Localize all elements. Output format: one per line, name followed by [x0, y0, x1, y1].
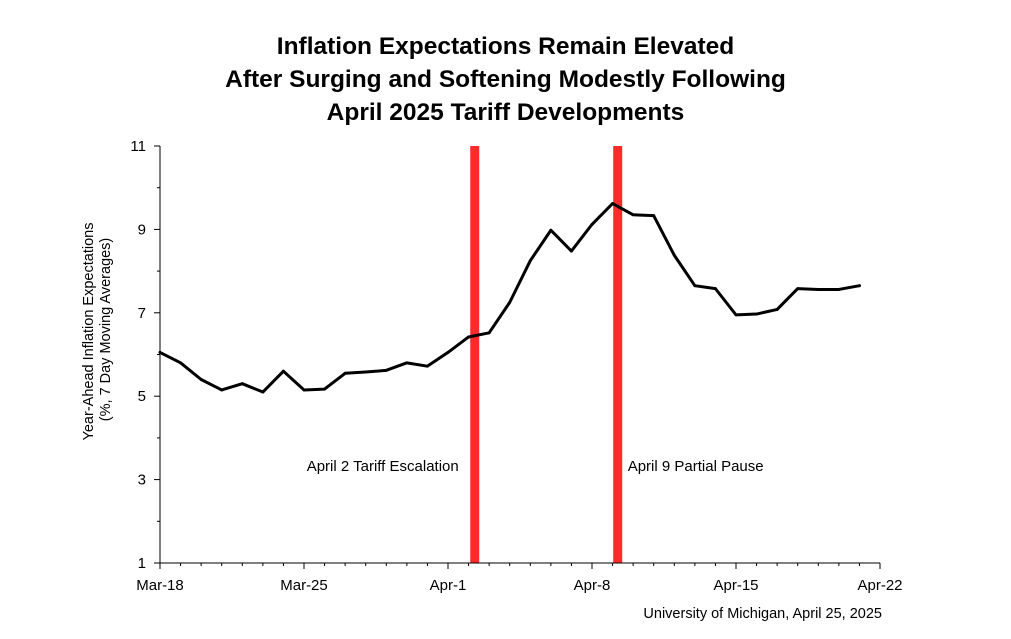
data-point	[261, 390, 265, 394]
data-point	[323, 387, 326, 391]
title-line-1: Inflation Expectations Remain Elevated	[276, 33, 735, 60]
data-point	[426, 364, 429, 368]
data-point	[652, 214, 656, 218]
x-tick-label: Apr-15	[713, 577, 758, 594]
data-point	[528, 259, 532, 263]
y-tick-label: 9	[138, 221, 146, 238]
data-point	[714, 287, 717, 291]
data-point	[302, 388, 306, 392]
title-line-2: After Surging and Softening Modestly Fol…	[225, 66, 786, 93]
data-point	[343, 371, 347, 375]
data-point	[282, 369, 285, 373]
axes	[154, 145, 881, 569]
data-point	[384, 368, 388, 372]
source-note: University of Michigan, April 25, 2025	[643, 606, 882, 622]
data-point	[631, 213, 635, 217]
x-tick-label: Mar-18	[136, 577, 184, 594]
data-point	[179, 361, 182, 365]
x-tick-label: Mar-25	[280, 577, 328, 594]
event-bar-2	[613, 146, 623, 563]
data-point	[755, 312, 758, 316]
event-label-2: April 9 Partial Pause	[628, 458, 764, 475]
y-tick-label: 7	[138, 305, 146, 322]
data-point	[693, 284, 697, 288]
event-bar-1	[470, 146, 480, 563]
data-point	[837, 288, 841, 291]
data-point	[549, 228, 553, 232]
data-point	[240, 382, 244, 386]
y-tick-label: 5	[138, 388, 146, 405]
data-point	[364, 370, 368, 374]
data-point	[570, 249, 573, 253]
tick-labels: 1 3 5 7 9 11 Mar-18 Mar-25 Apr-1 Apr-8 Apr-15 Apr-2…	[130, 138, 902, 594]
data-point	[199, 378, 203, 381]
data-point	[487, 331, 491, 335]
title-line-3: April 2025 Tariff Developments	[326, 99, 685, 126]
data-point	[734, 313, 738, 317]
data-point	[858, 284, 861, 288]
y-axis-label-line-1: Year-Ahead Inflation Expectations	[81, 223, 97, 441]
data-point	[796, 287, 800, 291]
data-point	[590, 222, 594, 226]
event-markers: April 2 Tariff Escalation April 9 Partial…	[307, 146, 764, 563]
y-axis-label: Year-Ahead Inflation Expectations (%, 7 …	[81, 219, 114, 441]
y-tick-label: 3	[138, 472, 146, 489]
chart-title: Inflation Expectations Remain Elevated A…	[0, 30, 1011, 129]
data-point	[672, 253, 676, 257]
data-point	[467, 335, 470, 339]
data-point	[158, 351, 162, 354]
x-tick-label: Apr-22	[857, 577, 902, 594]
series-layer	[158, 202, 861, 394]
y-tick-label: 1	[138, 555, 146, 572]
data-point	[816, 288, 820, 291]
y-tick-label: 11	[130, 138, 146, 155]
data-point	[775, 308, 779, 311]
x-tick-label: Apr-8	[574, 577, 611, 594]
data-point	[405, 361, 409, 365]
series-line-1	[158, 202, 861, 394]
y-axis-label-line-2: (%, 7 Day Moving Averages)	[98, 238, 114, 421]
x-tick-label: Apr-1	[430, 577, 467, 594]
data-point	[611, 202, 614, 205]
event-label-1: April 2 Tariff Escalation	[307, 458, 459, 475]
data-point	[220, 388, 224, 392]
data-point	[446, 351, 450, 354]
data-point	[508, 300, 512, 304]
